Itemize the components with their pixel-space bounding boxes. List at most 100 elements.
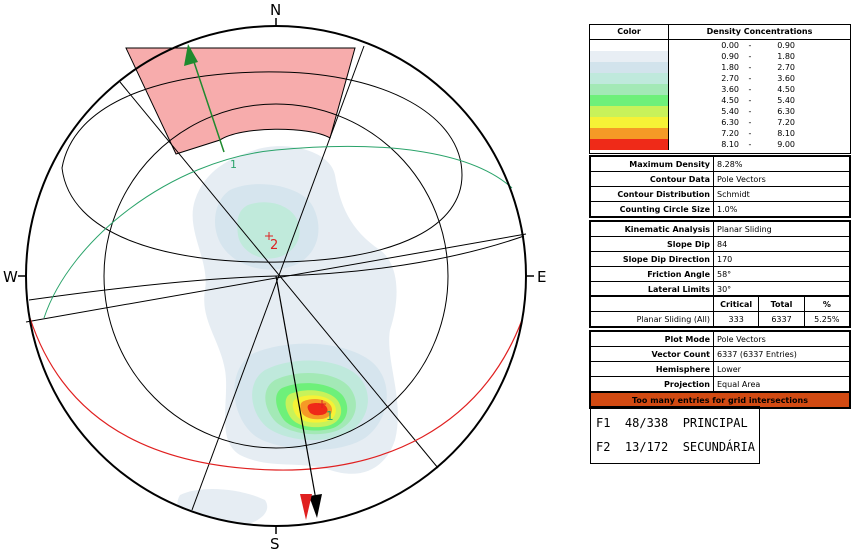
legend-swatch <box>590 117 668 128</box>
legend-range-row: 7.20- 8.10 <box>709 128 850 139</box>
info-row: Kinematic Analysis Planar Sliding <box>590 221 850 237</box>
legend-range-row: 3.60- 4.50 <box>709 84 850 95</box>
results-critical: 333 <box>712 311 760 327</box>
legend-range-dash: - <box>748 107 752 116</box>
info-row: Lateral Limits 30° <box>590 281 850 297</box>
info-row: Vector Count 6337 (6337 Entries) <box>590 346 850 362</box>
legend-ranges: 0.00-0.90 0.90-1.80 1.80-2.70 2.70-3.60 3.60… <box>669 40 850 150</box>
legend-range-row: 6.30- 7.20 <box>709 117 850 128</box>
legend-range-row: 0.90- 1.80 <box>709 51 850 62</box>
pole-set-1-marker: 1 <box>318 400 334 423</box>
legend-range-hi: 4.50 <box>777 85 795 94</box>
legend-range-lo: 5.40 <box>721 107 739 116</box>
pole-set-2-label: 2 <box>270 238 278 253</box>
info-row: Slope Dip 84 <box>590 236 850 252</box>
slope-dip-vector <box>275 275 317 501</box>
results-row-label: Planar Sliding (All) <box>590 311 714 327</box>
plane-f2-line: F2 13/172 SECUNDÁRIA <box>596 440 755 454</box>
info-row: Friction Angle 58° <box>590 266 850 282</box>
friction-cone <box>103 103 449 449</box>
compass-north: N <box>270 1 281 19</box>
contour-level-1b <box>177 488 268 526</box>
info-label: Friction Angle <box>590 266 714 282</box>
legend-range-dash: - <box>748 96 752 105</box>
legend-range-lo: 6.30 <box>721 118 739 127</box>
info-value: 8.28% <box>713 156 850 172</box>
legend-range-row: 4.50- 5.40 <box>709 95 850 106</box>
info-row: Projection Equal Area <box>590 376 850 392</box>
slope-dip-arrowhead-icon <box>309 494 322 518</box>
pole-set-1-label: 1 <box>326 409 334 423</box>
legend-range-lo: 0.90 <box>721 52 739 61</box>
legend-range-lo: 8.10 <box>721 140 739 149</box>
legend-swatch <box>590 95 668 106</box>
results-col-pct: % <box>803 296 851 312</box>
legend-range-row: 0.00- 0.90 <box>709 40 850 51</box>
legend-swatch <box>590 73 668 84</box>
legend-range-row: 2.70- 3.60 <box>709 73 850 84</box>
info-value: Lower <box>713 361 850 377</box>
compass-south: S <box>270 535 280 553</box>
density-legend: Color Density Concentrations 0.00-0.90 0.… <box>589 24 851 154</box>
plot-info-table: Plot Mode Pole Vectors Vector Count 6337 (6… <box>589 330 851 409</box>
plane-1-dip-vector <box>191 55 225 153</box>
legend-range-row: 5.40- 6.30 <box>709 106 850 117</box>
legend-range-lo: 7.20 <box>721 129 739 138</box>
info-row: Contour Distribution Schmidt <box>590 186 850 202</box>
info-row: Hemisphere Lower <box>590 361 850 377</box>
contour-level-3 <box>237 202 300 259</box>
info-value: Planar Sliding <box>713 221 850 237</box>
legend-swatch <box>590 139 668 150</box>
grid-warning: Too many entries for grid intersections <box>590 392 850 408</box>
results-col-critical: Critical <box>712 296 760 312</box>
legend-range-hi: 7.20 <box>777 118 795 127</box>
info-label: Slope Dip <box>590 236 714 252</box>
compass-west: W <box>3 268 18 286</box>
results-total: 6337 <box>758 311 805 327</box>
contour-level-9 <box>307 403 328 416</box>
legend-range-lo: 1.80 <box>721 63 739 72</box>
info-value: 1.0% <box>713 201 850 217</box>
compass-east: E <box>537 268 546 286</box>
legend-swatch <box>590 84 668 95</box>
compass-ticks <box>18 18 534 534</box>
legend-range-hi: 2.70 <box>777 63 795 72</box>
info-row: Maximum Density 8.28% <box>590 156 850 172</box>
results-pct: 5.25% <box>803 311 851 327</box>
info-label: Hemisphere <box>590 361 714 377</box>
legend-range-hi: 0.90 <box>777 41 795 50</box>
info-value: 170 <box>713 251 850 267</box>
info-label: Kinematic Analysis <box>590 221 714 237</box>
info-row: Slope Dip Direction 170 <box>590 251 850 267</box>
legend-swatch <box>590 51 668 62</box>
legend-swatch <box>590 62 668 73</box>
legend-range-lo: 2.70 <box>721 74 739 83</box>
legend-range-dash: - <box>748 63 752 72</box>
legend-range-hi: 8.10 <box>777 129 795 138</box>
info-label: Plot Mode <box>590 331 714 347</box>
results-blank <box>590 296 714 312</box>
kinematic-table: Kinematic Analysis Planar Sliding Slope Di… <box>589 220 851 298</box>
legend-header-color: Color <box>590 25 669 39</box>
legend-swatches <box>590 40 669 150</box>
info-value: Pole Vectors <box>713 331 850 347</box>
info-row: Contour Data Pole Vectors <box>590 171 850 187</box>
contour-info-table: Maximum Density 8.28% Contour Data Pole Vec… <box>589 155 851 218</box>
legend-range-lo: 3.60 <box>721 85 739 94</box>
legend-range-dash: - <box>748 85 752 94</box>
info-label: Contour Distribution <box>590 186 714 202</box>
info-value: 58° <box>713 266 850 282</box>
legend-range-dash: - <box>748 41 752 50</box>
results-col-total: Total <box>758 296 805 312</box>
info-value: Equal Area <box>713 376 850 392</box>
legend-range-row: 8.10- 9.00 <box>709 139 850 150</box>
pole-set-2-marker: 2 <box>265 232 278 253</box>
info-row: Plot Mode Pole Vectors <box>590 331 850 347</box>
legend-range-lo: 4.50 <box>721 96 739 105</box>
legend-range-row: 1.80- 2.70 <box>709 62 850 73</box>
plane-1-dip-arrowhead-icon <box>184 44 198 66</box>
legend-header-density: Density Concentrations <box>706 27 813 36</box>
legend-swatch <box>590 40 668 51</box>
results-table: Critical Total % Planar Sliding (All) 33… <box>589 295 851 328</box>
info-label: Counting Circle Size <box>590 201 714 217</box>
